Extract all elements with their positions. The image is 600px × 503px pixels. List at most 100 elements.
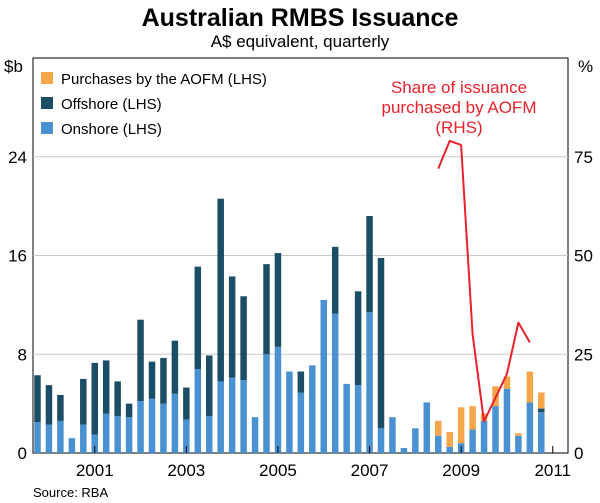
bar-onshore [251,417,259,453]
bar-offshore [538,408,545,413]
left-axis-unit: $b [4,57,23,76]
bar-offshore [102,360,110,414]
bar-onshore [137,401,144,453]
bar-onshore [263,354,270,453]
source-note: Source: RBA [33,485,108,500]
bar-offshore [274,253,282,347]
right-axis-unit: % [578,57,593,76]
legend-label-aofm: Purchases by the AOFM (LHS) [61,71,267,88]
bar-offshore [194,266,202,370]
left-tick-label: 24 [8,148,27,167]
bar-offshore [354,291,362,386]
bar-offshore [206,355,213,416]
bar-aofm [457,407,465,444]
bar-offshore [331,246,339,314]
share-line-group [437,139,531,423]
right-tick-label: 25 [574,345,593,364]
x-tick-label: 2001 [76,461,114,480]
bar-offshore [125,403,133,418]
bar-onshore [125,417,133,453]
bars-group [34,198,545,453]
bar-onshore [148,398,156,453]
bar-offshore [80,378,87,425]
bar-offshore [148,361,156,399]
bar-onshore [354,385,362,453]
bar-onshore [366,312,373,453]
bar-offshore [377,257,385,429]
bar-onshore [435,435,442,453]
bar-onshore [492,406,499,453]
bar-onshore [102,413,110,453]
legend-label-onshore: Onshore (LHS) [61,121,162,138]
bar-offshore [91,362,98,435]
left-tick-label: 0 [18,444,27,463]
bar-onshore [206,415,213,453]
bar-onshore [515,435,522,453]
annotation-line-1: Share of issuance [391,78,527,97]
bar-offshore [171,340,179,394]
x-tick-label: 2011 [534,461,571,480]
bar-aofm [526,371,534,403]
bar-onshore [538,412,545,453]
left-tick-label: 8 [18,345,27,364]
gridlines [33,156,568,355]
bar-aofm [503,376,511,389]
bar-offshore [228,276,236,378]
bar-offshore [263,264,270,355]
bar-onshore [194,369,202,453]
share-annotation: Share of issuance purchased by AOFM (RHS… [382,78,537,137]
right-tick-label: 75 [574,148,593,167]
chart-subtitle: A$ equivalent, quarterly [211,32,390,51]
left-tick-label: 16 [8,247,27,266]
bar-offshore [240,296,247,381]
x-axis-ticks: 2001 2003 2005 2007 2009 2011 [76,446,571,480]
bar-onshore [412,428,419,453]
bar-onshore [217,381,224,453]
right-tick-label: 50 [574,247,593,266]
bar-onshore [286,371,293,453]
bar-offshore [34,375,41,423]
bar-onshore [91,434,98,453]
bar-offshore [45,385,53,425]
bar-onshore [80,424,87,453]
bar-onshore [389,417,396,453]
bar-onshore [446,446,453,453]
right-tick-label: 0 [574,444,583,463]
bar-aofm [538,392,545,409]
bar-onshore [320,299,327,453]
annotation-line-2: purchased by AOFM [382,98,537,117]
legend-swatch-offshore [41,97,53,109]
legend: Purchases by the AOFM (LHS) Offshore (LH… [41,71,267,138]
bar-onshore [57,420,64,453]
bar-onshore [228,377,236,453]
right-axis-ticks: 0 25 50 75 [574,148,593,463]
bar-onshore [240,380,247,453]
bar-aofm [446,432,453,447]
bar-onshore [343,383,350,453]
legend-label-offshore: Offshore (LHS) [61,96,162,113]
x-tick-label: 2003 [167,461,205,480]
bar-onshore [400,448,408,453]
bar-offshore [217,198,224,382]
bar-aofm [435,420,442,436]
bar-onshore [183,419,190,453]
bar-onshore [331,313,339,453]
bar-onshore [34,422,41,453]
bar-onshore [45,424,53,453]
bar-offshore [297,371,305,393]
legend-swatch-onshore [41,122,53,134]
annotation-line-3: (RHS) [435,118,482,137]
x-tick-label: 2009 [442,461,480,480]
bar-offshore [114,381,121,416]
bar-aofm [469,406,476,430]
bar-onshore [160,403,167,453]
bar-onshore [274,346,282,453]
bar-onshore [480,420,488,453]
bar-offshore [183,387,190,420]
bar-onshore [171,393,179,453]
bar-onshore [377,428,385,453]
bar-onshore [503,388,511,453]
bar-onshore [297,392,305,453]
